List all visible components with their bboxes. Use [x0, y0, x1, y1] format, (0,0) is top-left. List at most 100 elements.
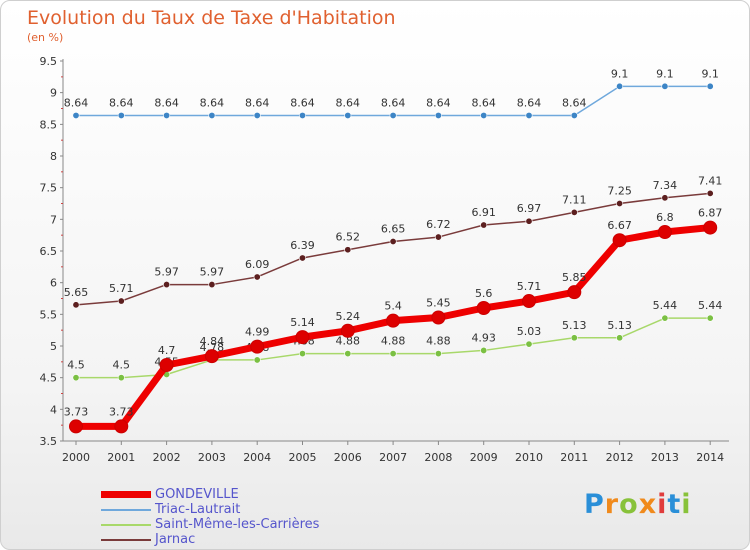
data-label: 4.88	[381, 335, 406, 348]
data-label: 3.73	[64, 405, 89, 418]
x-tick-label: 2013	[651, 451, 679, 464]
data-point	[204, 349, 219, 364]
y-tick-label: 6.5	[40, 245, 58, 258]
data-label: 4.88	[336, 335, 361, 348]
x-tick-label: 2007	[379, 451, 407, 464]
data-point	[389, 238, 397, 246]
data-label: 8.64	[200, 96, 225, 109]
data-point	[657, 225, 672, 239]
data-point	[661, 194, 669, 202]
chart-subtitle: (en %)	[27, 31, 64, 44]
series-jarnac: 5.65 5.71 5.97 5.97 6.09 6.39 6.52 6.65 6.72 6.91…	[64, 174, 723, 309]
data-label: 6.65	[381, 223, 406, 236]
chart-title: Evolution du Taux de Taxe d'Habitation	[27, 7, 396, 29]
legend-item: GONDEVILLE	[101, 487, 319, 502]
data-point	[386, 313, 401, 328]
data-point	[616, 200, 624, 208]
data-point	[114, 419, 129, 434]
data-label: 5.45	[426, 297, 451, 310]
data-label: 8.64	[381, 96, 406, 109]
data-point	[344, 246, 352, 254]
data-point	[570, 111, 578, 119]
x-tick-label: 2004	[243, 451, 271, 464]
data-point	[253, 356, 261, 364]
data-point	[340, 323, 355, 338]
data-point	[344, 111, 352, 119]
data-point	[480, 346, 488, 354]
data-label: 5.97	[200, 266, 225, 279]
data-point	[434, 111, 442, 119]
data-label: 5.71	[517, 280, 542, 293]
data-label: 9.1	[611, 67, 629, 80]
data-point	[389, 350, 397, 358]
data-label: 7.34	[653, 179, 678, 192]
data-label: 8.64	[471, 96, 496, 109]
data-point	[480, 221, 488, 229]
legend-swatch	[101, 538, 151, 541]
legend-swatch	[101, 523, 151, 526]
data-point	[522, 294, 536, 309]
data-label: 6.87	[698, 207, 723, 220]
data-label: 4.84	[200, 335, 225, 348]
data-point	[389, 111, 397, 119]
data-label: 5.71	[109, 282, 134, 295]
logo-letter: r	[604, 489, 620, 520]
data-point	[476, 301, 491, 315]
logo-letter: i	[657, 489, 668, 520]
y-tick-label: 5.5	[40, 308, 58, 321]
data-point	[480, 111, 488, 119]
data-point	[208, 111, 216, 119]
data-point	[159, 358, 174, 372]
x-tick-label: 2014	[696, 451, 724, 464]
logo-letter: P	[584, 489, 605, 520]
legend-label: Triac-Lautrait	[155, 502, 241, 517]
data-label: 7.41	[698, 174, 723, 187]
data-label: 6.72	[426, 218, 451, 231]
chart-legend: GONDEVILLE Triac-Lautrait Saint-Même-les-C…	[101, 487, 319, 547]
data-point	[612, 233, 627, 248]
data-label: 5.13	[607, 319, 632, 332]
proxiti-logo: Proxiti	[584, 489, 692, 520]
data-label: 5.03	[517, 325, 542, 338]
x-tick-label: 2008	[424, 451, 452, 464]
data-label: 4.5	[67, 359, 85, 372]
x-tick-label: 2006	[334, 451, 362, 464]
data-point	[253, 111, 261, 119]
data-point	[706, 314, 714, 322]
data-point	[344, 350, 352, 358]
data-point	[117, 111, 125, 119]
legend-item: Saint-Même-les-Carrières	[101, 517, 319, 532]
data-label: 5.44	[698, 299, 723, 312]
y-tick-label: 7	[50, 213, 57, 226]
data-label: 5.14	[290, 316, 315, 329]
data-point	[434, 350, 442, 358]
data-label: 5.13	[562, 319, 587, 332]
data-point	[208, 281, 216, 289]
y-tick-label: 6	[50, 277, 57, 290]
data-label: 7.25	[607, 185, 632, 198]
logo-letter: t	[667, 489, 682, 520]
data-label: 5.6	[475, 287, 493, 300]
data-label: 8.64	[336, 96, 361, 109]
data-label: 8.64	[290, 96, 315, 109]
data-label: 4.99	[245, 326, 270, 339]
data-label: 9.1	[656, 67, 674, 80]
data-point	[295, 330, 310, 345]
data-point	[431, 310, 446, 325]
data-point	[661, 82, 669, 90]
data-point	[616, 334, 624, 342]
x-tick-label: 2009	[470, 451, 498, 464]
y-tick-label: 8	[50, 150, 57, 163]
data-label: 7.11	[562, 193, 587, 206]
data-label: 5.85	[562, 271, 587, 284]
data-label: 5.65	[64, 286, 89, 299]
data-point	[72, 111, 80, 119]
data-point	[434, 233, 442, 241]
legend-swatch	[101, 491, 151, 498]
data-point	[661, 314, 669, 322]
data-point	[72, 301, 80, 309]
data-label: 6.39	[290, 239, 315, 252]
logo-letter: o	[619, 489, 639, 520]
legend-label: Jarnac	[155, 532, 196, 547]
